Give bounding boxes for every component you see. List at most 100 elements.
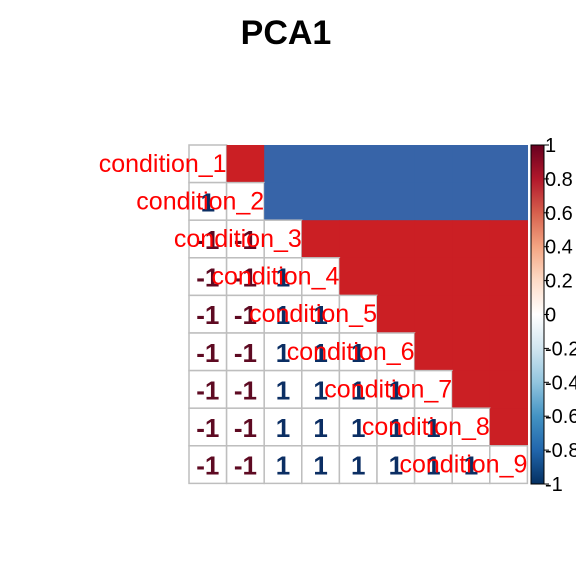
cell-value-label: 1: [313, 300, 327, 330]
cell-value-label: -1: [234, 225, 257, 255]
matrix-cell: [414, 257, 453, 296]
cell-value-label: 1: [276, 300, 290, 330]
matrix-grid: 1-1 -1-1 -1 1-1 -1 1 1-1 -1 1 1 1-1 -1 1 1 1 1-1 -1 1 1 1 1 1…: [99, 144, 529, 485]
matrix-cell: [188, 332, 228, 372]
diagonal-cell: [489, 445, 529, 485]
cell-value-label: -1: [234, 375, 257, 405]
matrix-cell: [377, 257, 416, 296]
cell-value-label: -1: [234, 263, 257, 293]
matrix-cell: [489, 333, 528, 372]
matrix-cell: [414, 220, 453, 259]
matrix-cell: [489, 182, 528, 221]
matrix-cell: [377, 145, 416, 184]
matrix-cell: [226, 145, 265, 184]
matrix-cell: [225, 332, 265, 372]
matrix-cell: [489, 370, 528, 409]
matrix-cell: [338, 332, 378, 372]
matrix-cell: [377, 295, 416, 334]
matrix-cell: [414, 333, 453, 372]
cell-value-label: 1: [313, 375, 327, 405]
colorbar-tick-label: 1: [545, 135, 556, 157]
matrix-cell: [452, 257, 491, 296]
matrix-cell: [188, 369, 228, 409]
cell-value-label: 1: [464, 451, 478, 481]
matrix-cell: [225, 294, 265, 334]
variable-label: condition_5: [249, 300, 377, 328]
cell-value-label: -1: [234, 451, 257, 481]
colorbar-tick-label: 0.6: [545, 203, 573, 225]
matrix-cell: [452, 182, 491, 221]
cell-value-label: 1: [313, 338, 327, 368]
variable-label: condition_6: [287, 338, 415, 366]
colorbar-tick-label: -1: [545, 474, 563, 496]
matrix-cell: [188, 445, 228, 485]
matrix-cell: [339, 257, 378, 296]
matrix-cell: [376, 369, 416, 409]
cell-value-label: 1: [426, 451, 440, 481]
diagonal-cell: [263, 219, 303, 259]
cell-value-label: 1: [313, 451, 327, 481]
variable-label: condition_7: [324, 375, 452, 403]
cell-value-label: 1: [389, 451, 403, 481]
cell-value-label: -1: [196, 338, 219, 368]
matrix-cell: [377, 220, 416, 259]
variable-label: condition_4: [212, 263, 340, 291]
matrix-cell: [452, 220, 491, 259]
colorbar-tick-label: -0.8: [545, 440, 576, 462]
matrix-cell: [489, 257, 528, 296]
matrix-cell: [414, 295, 453, 334]
matrix-cell: [339, 220, 378, 259]
cell-value-label: -1: [196, 225, 219, 255]
matrix-cell: [301, 220, 340, 259]
matrix-cell: [301, 445, 341, 485]
cell-value-label: 1: [389, 375, 403, 405]
cell-value-label: 1: [276, 338, 290, 368]
matrix-cell: [377, 182, 416, 221]
cell-value-label: 1: [426, 413, 440, 443]
matrix-cell: [489, 408, 528, 447]
matrix-cell: [339, 145, 378, 184]
variable-label: condition_1: [99, 150, 227, 178]
variable-label: condition_9: [400, 451, 528, 479]
diagonal-cell: [376, 332, 416, 372]
cell-value-label: 1: [389, 413, 403, 443]
colorbar-tick-label: 0: [545, 305, 556, 327]
cell-value-label: 1: [276, 263, 290, 293]
cell-value-label: -1: [196, 413, 219, 443]
diagonal-cell: [301, 257, 341, 297]
cell-value-label: 1: [351, 413, 365, 443]
matrix-cell: [264, 182, 303, 221]
diagonal-cell: [451, 407, 491, 447]
cell-value-label: -1: [196, 375, 219, 405]
matrix-cell: [489, 220, 528, 259]
matrix-cell: [376, 445, 416, 485]
cell-value-label: 1: [276, 375, 290, 405]
matrix-cell: [301, 294, 341, 334]
matrix-cell: [414, 182, 453, 221]
matrix-cell: [264, 145, 303, 184]
matrix-cell: [225, 369, 265, 409]
matrix-cell: [452, 333, 491, 372]
cell-value-label: -1: [234, 300, 257, 330]
colorbar: 1 0.8 0.6 0.4 0.2 0 -0.2 -0.4 -0.6 -0.8 -1: [530, 135, 576, 496]
matrix-cell: [452, 295, 491, 334]
matrix-cell: [301, 182, 340, 221]
variable-label: condition_2: [136, 187, 264, 215]
variable-label: condition_3: [174, 225, 302, 253]
colorbar-tick-label: 0.8: [545, 169, 573, 191]
cell-value-label: -1: [196, 300, 219, 330]
cell-value-label: 1: [276, 413, 290, 443]
colorbar-tick-label: -0.2: [545, 338, 576, 360]
colorbar-tick-label: 0.4: [545, 237, 573, 259]
matrix-cell: [489, 295, 528, 334]
matrix-cell: [301, 332, 341, 372]
matrix-cell: [414, 145, 453, 184]
cell-value-label: 1: [201, 187, 215, 217]
matrix-cell: [452, 145, 491, 184]
matrix-cell: [301, 145, 340, 184]
matrix-cell: [452, 370, 491, 409]
chart-title: PCA1: [241, 14, 332, 52]
colorbar-tick-label: -0.4: [545, 372, 576, 394]
cell-value-label: 1: [351, 375, 365, 405]
matrix-cell: [338, 445, 378, 485]
